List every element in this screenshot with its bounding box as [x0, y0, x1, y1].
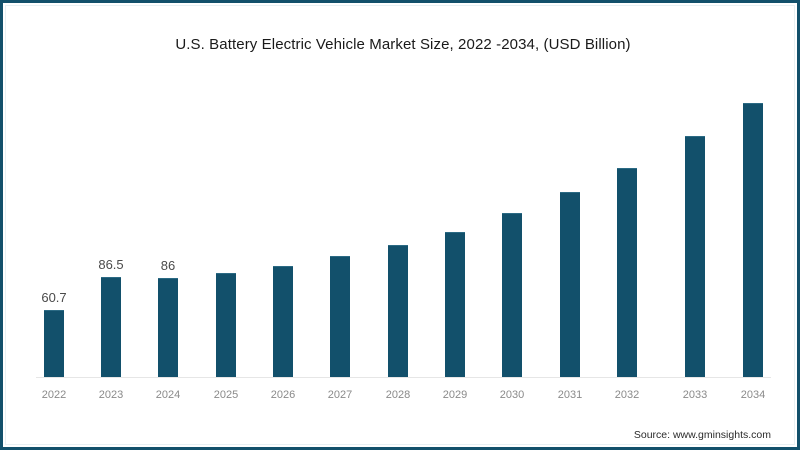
x-axis-tick-label: 2029: [442, 389, 468, 401]
bar[interactable]: [560, 192, 580, 377]
bar[interactable]: [502, 213, 522, 377]
bar[interactable]: [330, 256, 350, 377]
bar[interactable]: [44, 310, 64, 377]
bar[interactable]: [743, 103, 763, 377]
x-axis-tick-label: 2030: [499, 389, 525, 401]
bar[interactable]: [216, 273, 236, 377]
bar-value-label: 86: [160, 258, 176, 273]
bar[interactable]: [273, 266, 293, 377]
bar-value-label: 86.5: [98, 257, 124, 272]
x-axis-tick-label: 2028: [385, 389, 411, 401]
source-attribution: Source: www.gminsights.com: [633, 429, 771, 441]
bar[interactable]: [685, 136, 705, 377]
bar[interactable]: [617, 168, 637, 377]
plot-area: 60.7 86.5 86: [3, 3, 797, 447]
chart-title: U.S. Battery Electric Vehicle Market Siz…: [175, 36, 631, 53]
x-axis-tick-label: 2027: [327, 389, 353, 401]
bar-value-label: 60.7: [41, 290, 67, 305]
x-axis-tick-label: 2023: [98, 389, 124, 401]
x-axis-tick-label: 2031: [557, 389, 583, 401]
bar[interactable]: [445, 232, 465, 377]
x-axis-line: [36, 377, 771, 378]
x-axis-tick-label: 2026: [270, 389, 296, 401]
x-axis-tick-label: 2033: [682, 389, 708, 401]
x-axis-tick-label: 2034: [740, 389, 766, 401]
x-axis-tick-label: 2024: [155, 389, 181, 401]
bar[interactable]: [101, 277, 121, 377]
x-axis-tick-label: 2025: [213, 389, 239, 401]
x-axis-tick-label: 2032: [614, 389, 640, 401]
bar[interactable]: [388, 245, 408, 377]
x-axis-tick-label: 2022: [41, 389, 67, 401]
bar[interactable]: [158, 278, 178, 377]
